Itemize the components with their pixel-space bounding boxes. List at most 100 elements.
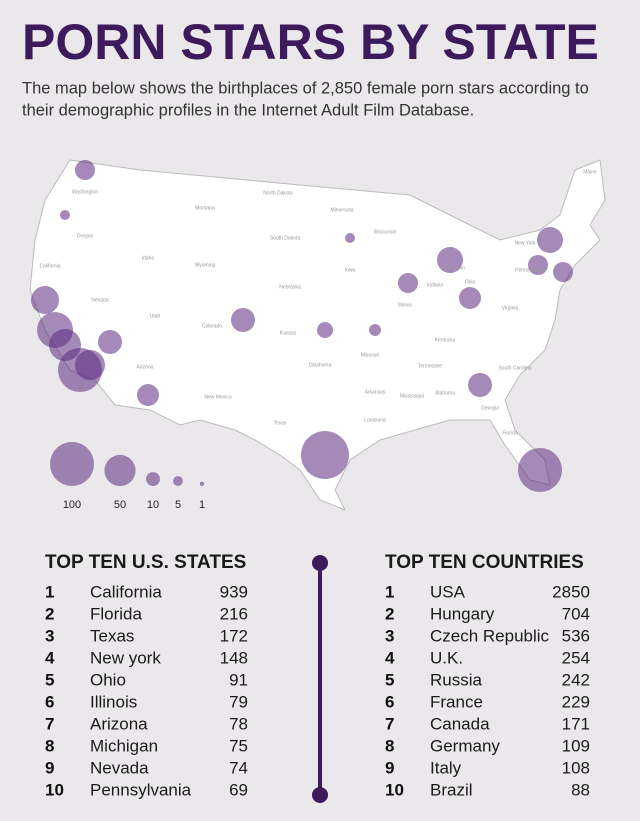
state-label: Kentucky	[435, 337, 456, 343]
name: California	[90, 582, 162, 601]
legend-bubble	[173, 476, 183, 486]
state-label: Kansas	[280, 330, 297, 336]
name: Florida	[90, 604, 143, 623]
rank: 6	[385, 692, 394, 711]
rank: 4	[385, 648, 395, 667]
rank: 5	[385, 670, 394, 689]
state-label: Oregon	[77, 233, 94, 239]
count: 69	[229, 780, 248, 799]
rank: 9	[45, 758, 54, 777]
count: 2850	[552, 582, 590, 601]
name: Texas	[90, 626, 134, 645]
count: 939	[220, 582, 248, 601]
count: 242	[562, 670, 590, 689]
rank: 3	[385, 626, 394, 645]
count: 109	[562, 736, 590, 755]
rank: 7	[45, 714, 54, 733]
state-label: Utah	[150, 313, 161, 319]
state-label: New Mexico	[204, 394, 231, 400]
subtitle: The map below shows the birthplaces of 2…	[22, 79, 589, 97]
state-label: Mississippi	[400, 393, 424, 399]
legend-label: 100	[63, 499, 81, 511]
count: 536	[562, 626, 590, 645]
state-label: Wisconsin	[374, 229, 397, 235]
state-label: Arizona	[137, 364, 154, 370]
state-label: Louisiana	[364, 417, 386, 423]
state-label: New York	[514, 240, 536, 246]
state-label: Arkansas	[365, 389, 386, 395]
state-label: Washington	[72, 189, 98, 195]
name: Brazil	[430, 780, 473, 799]
count: 172	[220, 626, 248, 645]
state-label: Tennessee	[418, 363, 442, 369]
state-label: Virginia	[502, 305, 519, 311]
name: Canada	[430, 714, 490, 733]
count: 704	[562, 604, 590, 623]
legend-bubble	[104, 454, 136, 487]
state-label: Georgia	[481, 405, 499, 411]
name: France	[430, 692, 483, 711]
rank: 6	[45, 692, 54, 711]
rank: 2	[385, 604, 394, 623]
state-label: Iowa	[345, 267, 356, 273]
rank: 10	[45, 780, 64, 799]
state-label: Colorado	[202, 323, 223, 329]
legend-label: 50	[114, 499, 126, 511]
legend-bubble	[199, 481, 205, 486]
table-title: TOP TEN U.S. STATES	[45, 552, 246, 573]
count: 74	[229, 758, 248, 777]
name: Nevada	[90, 758, 149, 777]
legend-label: 1	[199, 499, 205, 511]
count: 229	[562, 692, 590, 711]
state-label: Pennsylvania	[515, 267, 545, 273]
count: 216	[220, 604, 248, 623]
state-label: California	[39, 263, 60, 269]
state-label: Florida	[502, 430, 518, 436]
state-label: North Dakota	[263, 190, 293, 196]
legend-bubble	[50, 442, 94, 486]
divider-dot	[312, 787, 328, 803]
state-label: Minnesota	[330, 207, 353, 213]
rank: 1	[385, 582, 394, 601]
name: USA	[430, 582, 466, 601]
count: 91	[229, 670, 248, 689]
state-label: Alabama	[435, 390, 455, 396]
name: Michigan	[90, 736, 158, 755]
name: Italy	[430, 758, 462, 777]
legend-bubble	[146, 472, 160, 487]
state-label: South Carolina	[498, 365, 531, 371]
rank: 10	[385, 780, 404, 799]
rank: 3	[45, 626, 54, 645]
legend-label: 10	[147, 499, 159, 511]
state-label: Ohio	[465, 279, 476, 285]
count: 171	[562, 714, 590, 733]
rank: 2	[45, 604, 54, 623]
name: U.K.	[430, 648, 463, 667]
rank: 5	[45, 670, 54, 689]
rank: 7	[385, 714, 394, 733]
count: 108	[562, 758, 590, 777]
state-label: Michigan	[445, 265, 465, 271]
state-label: Oklahoma	[309, 362, 332, 368]
state-label: Indiana	[427, 282, 444, 288]
count: 254	[562, 648, 590, 667]
count: 78	[229, 714, 248, 733]
count: 75	[229, 736, 248, 755]
state-label: Wyoming	[195, 262, 216, 268]
subtitle: their demographic profiles in the Intern…	[22, 101, 474, 119]
count: 148	[220, 648, 248, 667]
name: Pennsylvania	[90, 780, 192, 799]
state-label: Idaho	[142, 255, 155, 261]
state-label: Nevada	[91, 297, 108, 303]
rank: 9	[385, 758, 394, 777]
name: Ohio	[90, 670, 126, 689]
rank: 1	[45, 582, 54, 601]
title: PORN STARS BY STATE	[22, 14, 599, 70]
name: Czech Republic	[430, 626, 550, 645]
state-label: South Dakota	[270, 235, 301, 241]
count: 79	[229, 692, 248, 711]
state-label: Missouri	[361, 352, 380, 358]
us-map	[29, 159, 606, 511]
